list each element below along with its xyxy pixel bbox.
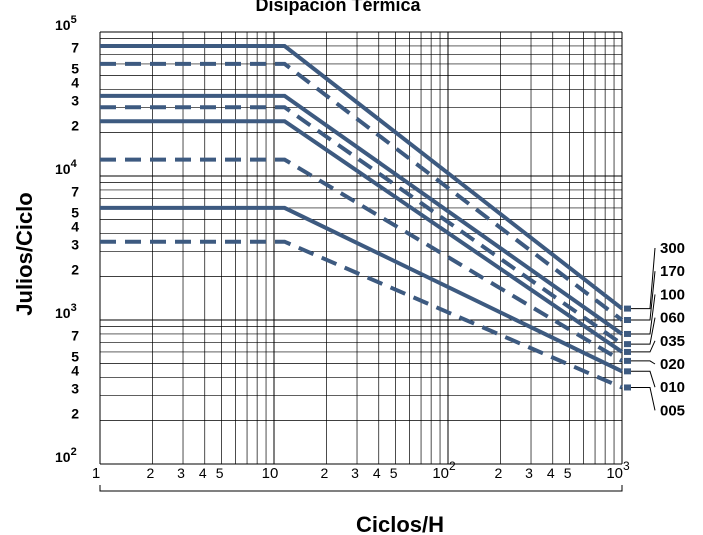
series-line-010 xyxy=(100,205,623,374)
series-end-marker-060 xyxy=(624,341,631,348)
series-leader-line-020 xyxy=(631,360,656,365)
series-label-035: 035 xyxy=(660,333,685,350)
y-tick-label: 102 xyxy=(55,446,77,465)
x-tick-label: 3 xyxy=(351,465,359,481)
y-tick-label: 3 xyxy=(71,380,79,396)
series-label-100: 100 xyxy=(660,286,685,303)
series-line-035 xyxy=(100,119,624,354)
x-tick-label: 3 xyxy=(525,465,533,481)
series-end-marker-035 xyxy=(624,348,631,355)
x-tick-label: 2 xyxy=(494,465,502,481)
series-label-005: 005 xyxy=(660,402,685,419)
series-label-170: 170 xyxy=(660,263,685,280)
series-end-marker-100 xyxy=(624,330,631,337)
series-lines xyxy=(100,44,624,390)
series-line-060 xyxy=(100,105,624,346)
y-tick-label: 104 xyxy=(55,158,78,177)
y-tick-label: 3 xyxy=(71,92,79,108)
series-line-020 xyxy=(100,157,624,363)
series-leader-line-035 xyxy=(631,340,656,353)
x-tick-label: 4 xyxy=(547,465,555,481)
y-tick-label: 4 xyxy=(71,362,79,378)
x-tick-label: 5 xyxy=(216,465,224,481)
series-line-100 xyxy=(100,93,624,336)
x-tick-label: 103 xyxy=(606,459,630,482)
x-tick-label: 2 xyxy=(146,465,154,481)
y-tick-label: 7 xyxy=(71,327,79,343)
series-line-170 xyxy=(100,61,624,322)
series-line-300 xyxy=(100,44,624,311)
series-leader-line-060 xyxy=(631,317,656,345)
series-end-marker-300 xyxy=(624,305,631,312)
x-tick-label: 4 xyxy=(373,465,381,481)
y-tick-label: 2 xyxy=(71,262,79,278)
y-tick-label: 4 xyxy=(71,74,79,90)
x-tick-label: 1 xyxy=(92,465,100,482)
y-tick-label: 4 xyxy=(71,218,79,234)
series-end-marker-020 xyxy=(624,357,631,364)
series-end-marker-010 xyxy=(624,368,631,375)
y-tick-label: 2 xyxy=(71,118,79,134)
x-axis-bracket xyxy=(99,485,623,492)
x-tick-labels: 1 2 3 4 5 10 2 3 4 5 102 2 3 4 5 103 xyxy=(92,459,630,482)
series-leader-line-170 xyxy=(631,271,656,321)
y-tick-label: 103 xyxy=(55,302,77,321)
series-label-010: 010 xyxy=(660,379,685,396)
series-leader-line-005 xyxy=(631,387,656,411)
y-tick-label: 5 xyxy=(71,204,79,220)
chart-title: Disipación Térmica xyxy=(255,0,421,15)
series-label-020: 020 xyxy=(660,356,685,373)
x-tick-label: 10 xyxy=(262,465,279,482)
y-axis-title: Julios/Ciclo xyxy=(12,192,37,315)
y-tick-label: 5 xyxy=(71,348,79,364)
series-labels: 300 170 100 060 035 020 010 005 xyxy=(624,240,685,419)
series-label-300: 300 xyxy=(660,240,685,257)
x-tick-label: 102 xyxy=(432,459,456,482)
x-tick-label: 5 xyxy=(564,465,572,481)
y-tick-label: 7 xyxy=(71,183,79,199)
series-line-005 xyxy=(100,239,623,390)
x-axis-title: Ciclos/H xyxy=(356,512,444,535)
x-tick-label: 2 xyxy=(320,465,328,481)
y-tick-label: 105 xyxy=(55,14,77,33)
x-tick-label: 3 xyxy=(177,465,185,481)
series-label-060: 060 xyxy=(660,310,685,327)
y-tick-label: 5 xyxy=(71,60,79,76)
series-end-marker-170 xyxy=(624,317,631,323)
y-tick-label: 7 xyxy=(71,39,79,55)
x-tick-label: 5 xyxy=(390,465,398,481)
series-end-marker-005 xyxy=(624,384,631,391)
series-leader-line-300 xyxy=(631,247,656,310)
y-tick-label: 2 xyxy=(71,406,79,422)
series-leader-line-100 xyxy=(631,294,656,335)
y-tick-label: 3 xyxy=(71,236,79,252)
series-leader-line-010 xyxy=(631,370,656,388)
x-tick-label: 4 xyxy=(199,465,207,481)
